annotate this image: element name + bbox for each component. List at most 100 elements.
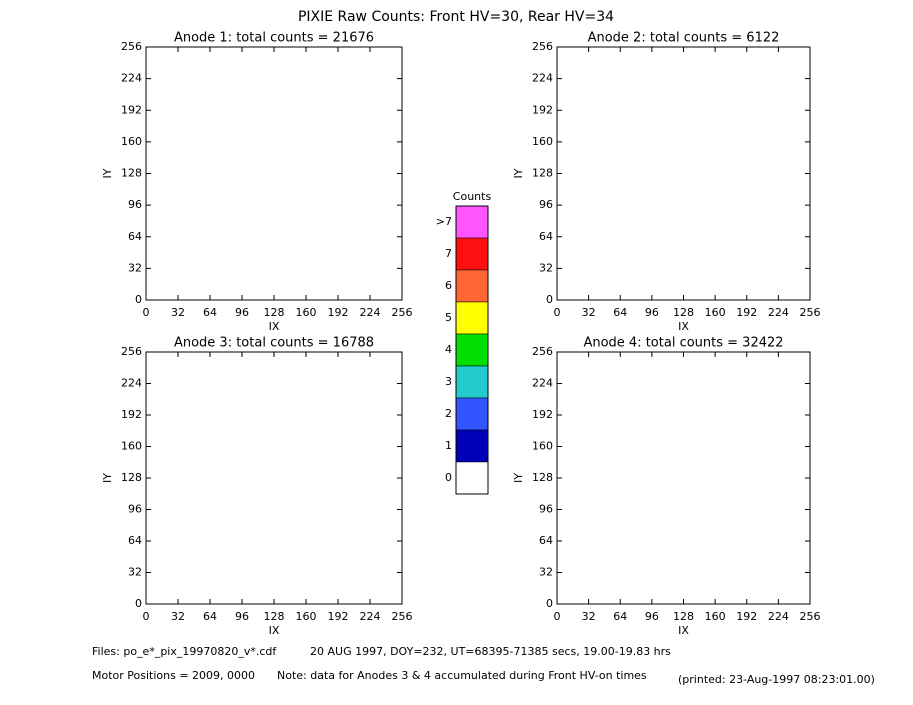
x-axis-label: IX — [269, 624, 280, 637]
x-tick-label: 32 — [582, 610, 596, 623]
plot-frame — [145, 351, 403, 605]
figure-title: PIXIE Raw Counts: Front HV=30, Rear HV=3… — [298, 9, 614, 25]
y-tick-label: 128 — [121, 471, 142, 484]
y-axis-label: IY — [101, 473, 114, 483]
x-tick-label: 192 — [736, 306, 757, 319]
y-tick-label: 256 — [121, 345, 142, 358]
x-tick-label: 128 — [264, 610, 285, 623]
x-tick-label: 256 — [800, 306, 821, 319]
x-axis-label: IX — [678, 624, 689, 637]
x-tick-label: 192 — [736, 610, 757, 623]
x-tick-label: 64 — [203, 610, 217, 623]
x-tick-label: 64 — [203, 306, 217, 319]
footer-note: Note: data for Anodes 3 & 4 accumulated … — [277, 669, 647, 682]
x-tick-label: 160 — [296, 306, 317, 319]
y-tick-label: 96 — [539, 198, 553, 211]
plot-frame — [556, 351, 811, 605]
colorbar-label: 7 — [445, 247, 452, 260]
y-axis-label: IY — [512, 168, 525, 178]
y-tick-label: 128 — [532, 471, 553, 484]
y-tick-label: 160 — [121, 135, 142, 148]
x-tick-label: 0 — [143, 306, 150, 319]
x-tick-label: 32 — [171, 610, 185, 623]
y-tick-label: 128 — [121, 167, 142, 180]
x-tick-label: 96 — [235, 306, 249, 319]
x-tick-label: 256 — [392, 610, 413, 623]
colorbar-label: 6 — [445, 279, 452, 292]
x-tick-label: 0 — [143, 610, 150, 623]
x-tick-label: 160 — [705, 610, 726, 623]
y-tick-label: 32 — [128, 566, 142, 579]
y-tick-label: 32 — [128, 261, 142, 274]
y-tick-label: 0 — [546, 293, 553, 306]
y-tick-label: 224 — [121, 377, 142, 390]
y-tick-label: 96 — [128, 503, 142, 516]
colorbar-swatch — [455, 301, 489, 335]
colorbar-label: 2 — [445, 407, 452, 420]
colorbar-swatch — [455, 365, 489, 399]
y-tick-label: 64 — [539, 230, 553, 243]
colorbar-swatch — [455, 429, 489, 463]
colorbar-label: 4 — [445, 343, 452, 356]
y-tick-label: 0 — [135, 293, 142, 306]
colorbar-swatch — [455, 237, 489, 271]
plot-frame — [556, 46, 811, 301]
x-tick-label: 128 — [673, 306, 694, 319]
colorbar-title: Counts — [453, 190, 492, 203]
y-tick-label: 224 — [532, 377, 553, 390]
colorbar-label: 1 — [445, 439, 452, 452]
colorbar-swatch — [455, 397, 489, 431]
y-tick-label: 192 — [532, 103, 553, 116]
y-tick-label: 96 — [539, 503, 553, 516]
x-tick-label: 64 — [613, 610, 627, 623]
x-axis-label: IX — [678, 320, 689, 333]
y-tick-label: 96 — [128, 198, 142, 211]
x-tick-label: 0 — [554, 610, 561, 623]
x-tick-label: 160 — [705, 306, 726, 319]
y-tick-label: 256 — [121, 40, 142, 53]
y-tick-label: 192 — [121, 103, 142, 116]
y-tick-label: 0 — [135, 597, 142, 610]
y-tick-label: 224 — [532, 72, 553, 85]
y-tick-label: 32 — [539, 261, 553, 274]
x-tick-label: 96 — [645, 306, 659, 319]
panel-title: Anode 3: total counts = 16788 — [174, 336, 374, 351]
colorbar-swatch — [455, 269, 489, 303]
y-tick-label: 256 — [532, 345, 553, 358]
colorbar-swatch — [455, 461, 489, 495]
x-tick-label: 256 — [800, 610, 821, 623]
footer-files: Files: po_e*_pix_19970820_v*.cdf — [92, 645, 277, 658]
x-tick-label: 64 — [613, 306, 627, 319]
panel-title: Anode 2: total counts = 6122 — [588, 31, 780, 46]
y-tick-label: 64 — [128, 230, 142, 243]
y-tick-label: 64 — [128, 534, 142, 547]
colorbar-swatch — [455, 333, 489, 367]
x-tick-label: 224 — [360, 610, 381, 623]
plot-frame — [145, 46, 403, 301]
x-tick-label: 256 — [392, 306, 413, 319]
x-tick-label: 128 — [673, 610, 694, 623]
y-tick-label: 256 — [532, 40, 553, 53]
footer-motor: Motor Positions = 2009, 0000 — [92, 669, 255, 682]
y-tick-label: 160 — [532, 135, 553, 148]
x-tick-label: 160 — [296, 610, 317, 623]
colorbar-label: >7 — [436, 215, 452, 228]
panel-title: Anode 1: total counts = 21676 — [174, 31, 374, 46]
colorbar-label: 0 — [445, 471, 452, 484]
y-tick-label: 32 — [539, 566, 553, 579]
y-tick-label: 0 — [546, 597, 553, 610]
panel-title: Anode 4: total counts = 32422 — [583, 336, 783, 351]
x-tick-label: 192 — [328, 306, 349, 319]
colorbar-swatch — [455, 205, 489, 239]
y-tick-label: 192 — [532, 408, 553, 421]
y-axis-label: IY — [101, 168, 114, 178]
x-tick-label: 0 — [554, 306, 561, 319]
x-tick-label: 32 — [582, 306, 596, 319]
y-tick-label: 64 — [539, 534, 553, 547]
colorbar-label: 5 — [445, 311, 452, 324]
x-tick-label: 192 — [328, 610, 349, 623]
y-tick-label: 192 — [121, 408, 142, 421]
y-tick-label: 160 — [121, 440, 142, 453]
